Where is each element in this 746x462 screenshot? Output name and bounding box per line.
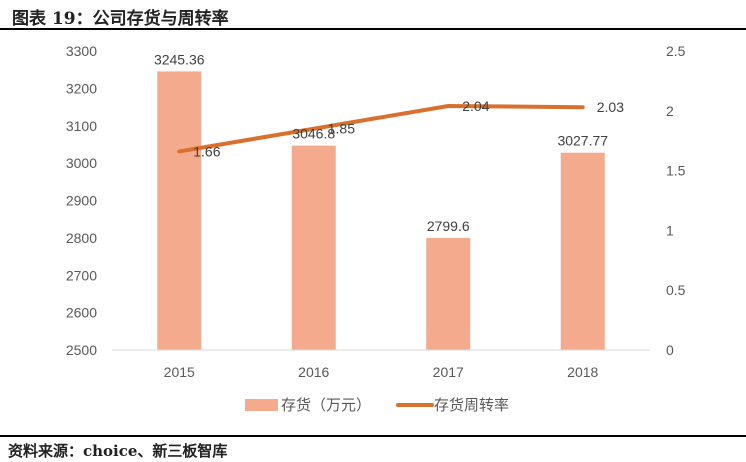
- bar-2017: [426, 238, 471, 350]
- bar-2018: [560, 152, 605, 350]
- right-axis-tick: 2: [666, 103, 674, 119]
- left-axis-tick: 2700: [66, 267, 97, 283]
- source-note: 资料来源：choice、新三板智库: [8, 442, 228, 460]
- legend-bar-label: 存货（万元）: [281, 397, 371, 414]
- figure-title: 图表 19：公司存货与周转率: [12, 9, 229, 29]
- bar-data-label: 3245.36: [154, 51, 205, 67]
- legend-line-label: 存货周转率: [434, 397, 509, 414]
- x-axis-tick: 2015: [164, 364, 195, 380]
- x-axis-tick: 2016: [298, 364, 329, 380]
- right-axis-tick: 0.5: [666, 282, 686, 298]
- right-axis-tick: 0: [666, 342, 674, 358]
- right-axis-tick: 1.5: [666, 163, 686, 179]
- line-data-label: 1.66: [193, 143, 220, 159]
- x-axis-tick: 2017: [433, 364, 464, 380]
- line-data-label: 2.04: [462, 98, 489, 114]
- right-axis-tick: 1: [666, 222, 674, 238]
- left-axis-tick: 2600: [66, 305, 97, 321]
- bar-2015: [157, 71, 202, 351]
- left-axis-tick: 3000: [66, 155, 97, 171]
- bar-data-label: 2799.6: [427, 218, 470, 234]
- legend-bar-swatch: [245, 399, 278, 411]
- bar-data-label: 3046.8: [292, 126, 335, 142]
- turnover-line: [177, 104, 585, 154]
- chart: 2500 2600 2700 2800 2900 3000 3100 3200 3300 0 0.5…: [66, 43, 686, 414]
- title-divider: [0, 28, 746, 30]
- left-axis-tick: 3300: [66, 43, 97, 59]
- right-axis-tick: 2.5: [666, 43, 686, 59]
- line-data-label: 2.03: [597, 99, 624, 115]
- x-axis-tick: 2018: [567, 364, 598, 380]
- left-axis-tick: 2500: [66, 342, 97, 358]
- left-axis-tick: 2800: [66, 230, 97, 246]
- left-axis-tick: 3100: [66, 118, 97, 134]
- left-axis-tick: 3200: [66, 80, 97, 96]
- line-data-label: 1.85: [328, 121, 355, 137]
- source-divider: [0, 435, 746, 437]
- bar-2016: [291, 145, 336, 350]
- left-axis-tick: 2900: [66, 193, 97, 209]
- bar-data-label: 3027.77: [557, 133, 608, 149]
